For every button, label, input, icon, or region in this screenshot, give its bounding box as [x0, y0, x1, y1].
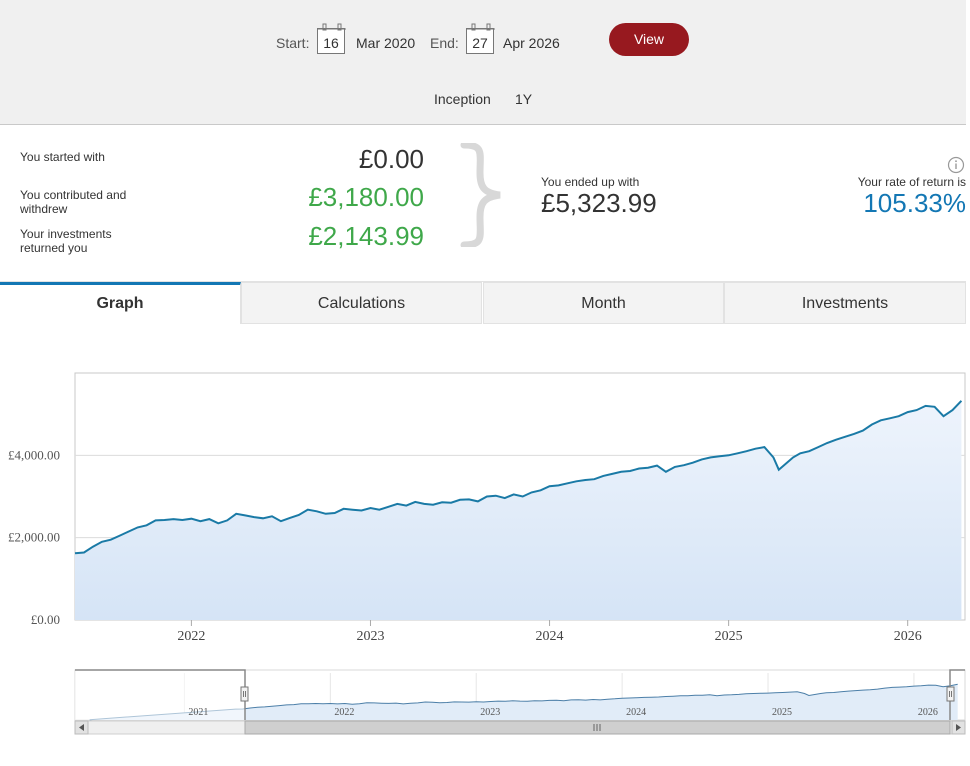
range-1y[interactable]: 1Y [515, 91, 533, 107]
x-tick-label: 2025 [715, 629, 743, 644]
end-label: End: [430, 35, 459, 51]
started-value: £0.00 [358, 144, 424, 174]
start-day: 16 [323, 35, 339, 51]
view-button[interactable]: View [609, 23, 689, 56]
returned-label-line1: Your investments [20, 227, 112, 241]
curly-brace-icon [460, 143, 501, 247]
x-tick-label: 2024 [536, 629, 564, 644]
tabs-divider [0, 281, 966, 282]
start-date-calendar-icon[interactable]: 16 [317, 23, 346, 54]
end-day: 27 [472, 35, 488, 51]
portfolio-value-chart: £0.00 £2,000.00 £4,000.00 2022 2023 2024 2025… [8, 372, 966, 644]
range-inception[interactable]: Inception [434, 91, 491, 107]
x-tick-label: 2026 [894, 629, 922, 644]
y-tick-label: £4,000.00 [8, 447, 60, 462]
x-tick-label: 2022 [177, 629, 205, 644]
navigator-handle-right[interactable] [946, 686, 955, 702]
contributed-label: You contributed and withdrew [20, 188, 126, 216]
ended-value: £5,323.99 [541, 188, 657, 218]
ended-label: You ended up with [541, 175, 640, 189]
navigator-x-label: 2023 [480, 707, 500, 718]
date-range-bar: Start: 16 Mar 2020 End: 27 Apr 2026 View… [0, 0, 966, 125]
navigator-selection-outline [75, 669, 246, 720]
navigator-x-label: 2022 [334, 707, 354, 718]
navigator-x-label: 2024 [626, 707, 646, 718]
returned-label-line2: returned you [20, 241, 88, 255]
navigator-handle-left[interactable] [240, 686, 249, 702]
start-month-select[interactable]: Mar 2020 [356, 35, 416, 51]
arrow-left-icon [79, 724, 84, 731]
returned-label: Your investments returned you [20, 227, 112, 255]
y-tick-label: £2,000.00 [8, 530, 60, 545]
started-label: You started with [20, 150, 105, 164]
navigator-x-label: 2025 [772, 707, 792, 718]
series-area [75, 400, 962, 620]
tab-graph[interactable]: Graph [0, 282, 241, 324]
navigator-selection-outline-right [949, 669, 965, 720]
rate-value: 105.33% [863, 188, 966, 218]
x-tick-label: 2023 [356, 629, 384, 644]
end-date-calendar-icon[interactable]: 27 [466, 23, 495, 54]
series-line [74, 400, 963, 555]
rate-label: Your rate of return is [857, 175, 966, 189]
navigator-series-line [89, 683, 958, 721]
navigator-x-label: 2021 [188, 707, 208, 718]
info-icon[interactable] [947, 156, 965, 174]
navigator-x-label: 2026 [918, 707, 938, 718]
calendar-rings-icon [467, 23, 495, 31]
returned-value: £2,143.99 [308, 221, 424, 251]
y-tick-label: £0.00 [31, 612, 60, 627]
contributed-label-line2: withdrew [20, 202, 68, 216]
contributed-label-line1: You contributed and [20, 188, 127, 202]
range-navigator[interactable]: 2021 2022 2023 2024 2025 2026 [0, 665, 970, 765]
arrow-right-icon [956, 724, 961, 731]
start-label: Start: [276, 35, 310, 51]
grip-icon [593, 724, 601, 731]
contributed-value: £3,180.00 [308, 182, 424, 212]
navigator-mask-left [75, 670, 245, 720]
end-month-select[interactable]: Apr 2026 [503, 35, 560, 51]
navigator-series-area [89, 684, 958, 720]
calendar-rings-icon [318, 23, 346, 31]
tab-month[interactable]: Month [483, 282, 724, 324]
tab-investments[interactable]: Investments [724, 282, 966, 324]
tab-calculations[interactable]: Calculations [241, 282, 482, 324]
